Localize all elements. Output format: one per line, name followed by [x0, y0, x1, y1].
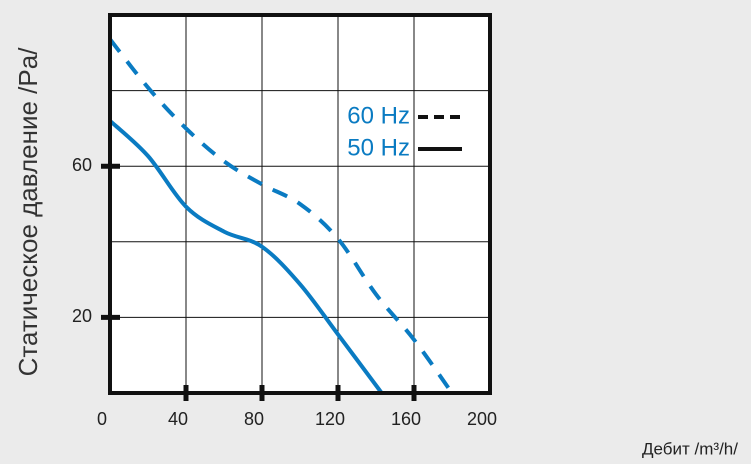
- plot-frame: [108, 13, 492, 395]
- series-line: [108, 119, 384, 395]
- x-tick-label: 160: [391, 409, 421, 429]
- legend-label: 60 Hz: [347, 102, 410, 129]
- x-tick-label: 40: [168, 409, 188, 429]
- legend-label: 50 Hz: [347, 134, 410, 161]
- x-tick-label: 0: [97, 409, 107, 429]
- series-line: [108, 37, 454, 395]
- x-tick-label: 80: [244, 409, 264, 429]
- x-tick-label: 120: [315, 409, 345, 429]
- x-tick-label: 200: [467, 409, 497, 429]
- y-tick-label: 20: [72, 306, 92, 326]
- x-axis-label: Дебит /m³/h/: [642, 439, 738, 458]
- y-tick-label: 60: [72, 155, 92, 175]
- y-axis-label: Статическое давление /Pa/: [13, 47, 43, 377]
